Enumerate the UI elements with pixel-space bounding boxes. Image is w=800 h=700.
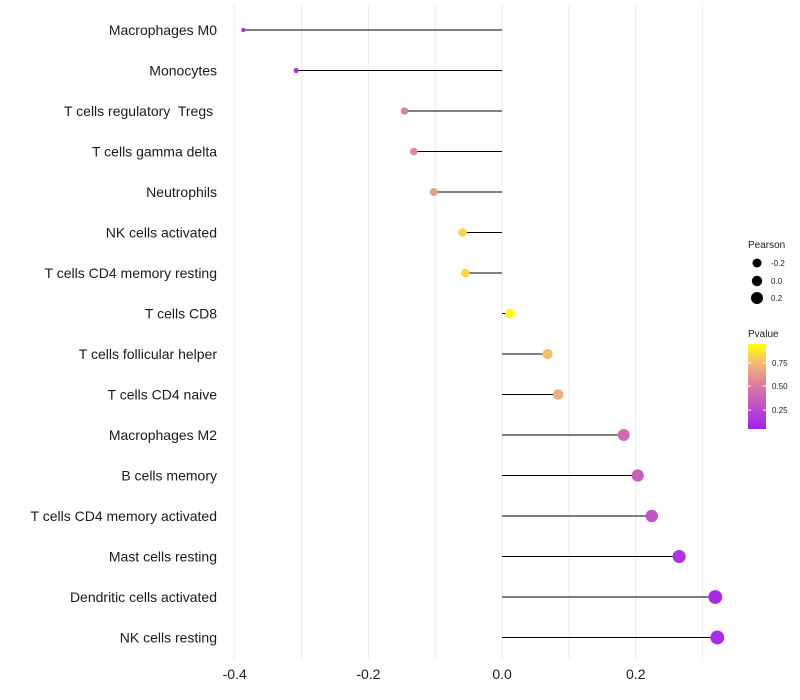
y-axis-label: Macrophages M2 <box>109 427 217 443</box>
lollipop-point <box>552 389 564 400</box>
lollipop-point <box>631 469 644 482</box>
y-axis-label: T cells CD8 <box>145 306 217 322</box>
y-axis-label: Macrophages M0 <box>109 22 217 38</box>
lollipop-point <box>708 590 723 604</box>
lollipop-point <box>505 308 515 319</box>
lollipop-segments <box>243 29 718 638</box>
legend: Pearson -0.2 0.0 0.2 Pvalue 0.75 0.50 0.… <box>748 240 788 429</box>
lollipop-point <box>241 27 246 33</box>
color-legend-label-3: 0.25 <box>772 406 788 415</box>
y-axis-label: Mast cells resting <box>109 549 217 565</box>
lollipop-point <box>460 268 470 278</box>
lollipop-point <box>400 107 409 115</box>
grid-lines <box>234 4 704 660</box>
y-axis-labels: Macrophages M0 Monocytes T cells regulator… <box>31 22 218 646</box>
color-legend-label-1: 0.75 <box>772 359 788 368</box>
size-legend-label-3: 0.2 <box>771 294 783 303</box>
size-legend-key-3 <box>751 292 763 304</box>
size-legend-key-2 <box>751 275 763 287</box>
lollipop-point <box>672 549 686 564</box>
x-tick-label: 0.0 <box>492 666 512 682</box>
lollipop-point <box>645 509 659 523</box>
y-axis-label: T cells CD4 memory resting <box>45 265 217 281</box>
x-axis-ticks: -0.4 -0.2 0.0 0.2 <box>223 666 646 682</box>
y-axis-label: NK cells activated <box>106 225 217 241</box>
color-legend-title: Pvalue <box>748 329 779 340</box>
lollipop-point <box>293 67 299 74</box>
lollipop-point <box>542 348 553 360</box>
lollipop-points <box>241 27 725 645</box>
lollipop-point <box>429 188 438 196</box>
color-legend-label-2: 0.50 <box>772 382 788 391</box>
y-axis-label: NK cells resting <box>120 630 217 646</box>
size-legend-label-2: 0.0 <box>771 277 783 286</box>
y-axis-label: T cells regulatory Tregs <box>64 103 217 119</box>
lollipop-point <box>410 147 418 156</box>
lollipop-point <box>710 630 725 645</box>
x-tick-label: 0.2 <box>626 666 646 682</box>
lollipop-point <box>617 429 630 441</box>
color-legend-bar <box>748 344 766 429</box>
y-axis-label: T cells follicular helper <box>79 346 218 362</box>
size-legend-label-1: -0.2 <box>771 259 785 268</box>
x-tick-label: -0.4 <box>223 666 247 682</box>
size-legend-key-1 <box>752 258 762 268</box>
size-legend-title: Pearson <box>748 240 785 251</box>
y-axis-label: T cells CD4 memory activated <box>31 508 217 524</box>
y-axis-label: Dendritic cells activated <box>70 589 217 605</box>
y-axis-label: Monocytes <box>149 63 217 79</box>
y-axis-label: T cells CD4 naive <box>108 387 218 403</box>
x-tick-label: -0.2 <box>356 666 380 682</box>
y-axis-label: Neutrophils <box>146 184 217 200</box>
lollipop-point <box>458 228 467 237</box>
y-axis-label: T cells gamma delta <box>92 144 217 160</box>
y-axis-label: B cells memory <box>121 468 217 484</box>
